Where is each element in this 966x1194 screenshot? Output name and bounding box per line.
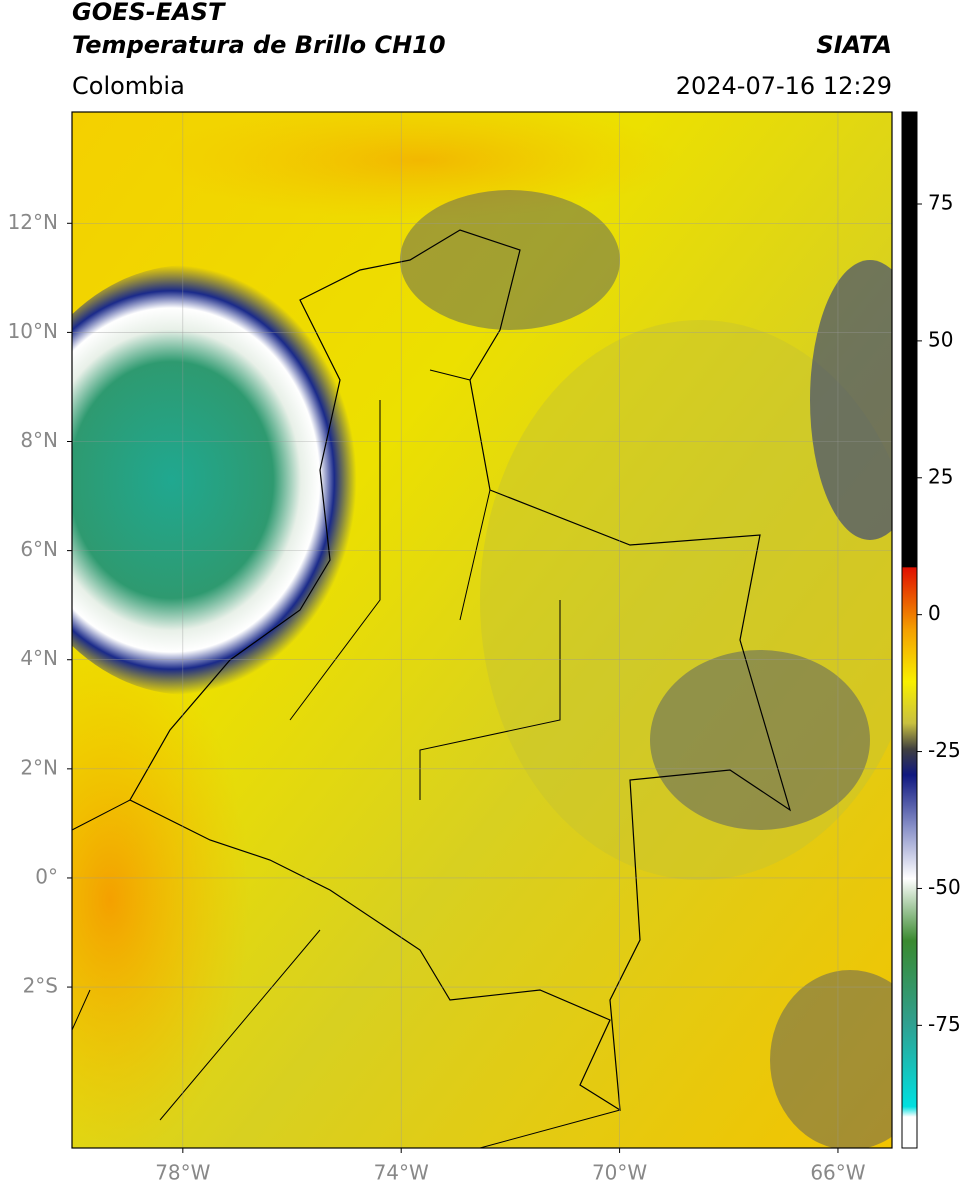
region: Colombia	[72, 72, 185, 100]
x-tick-label: 78°W	[155, 1161, 210, 1185]
y-tick-label: 8°N	[20, 428, 58, 452]
colorbar	[901, 111, 918, 1149]
y-tick-label: 12°N	[8, 210, 58, 234]
y-tick-label: 0°	[35, 864, 58, 888]
colorbar-tick-label: -50	[928, 875, 961, 899]
colorbar-tick-label: 50	[928, 327, 953, 351]
y-tick-label: 2°S	[23, 974, 58, 998]
colorbar-tick-label: -75	[928, 1012, 961, 1036]
y-tick-label: 10°N	[8, 319, 58, 343]
title: GOES-EAST	[72, 0, 226, 26]
colorbar-tick-label: 75	[928, 190, 953, 214]
y-tick-label: 6°N	[20, 537, 58, 561]
x-tick-label: 66°W	[810, 1161, 865, 1185]
subtitle: Temperatura de Brillo CH10	[72, 31, 446, 59]
colorbar-tick-label: -25	[928, 738, 961, 762]
colorbar-tick-label: 25	[928, 464, 953, 488]
datetime: 2024-07-16 12:29	[676, 72, 892, 100]
map-image	[72, 112, 892, 1148]
grid	[72, 112, 892, 1148]
x-tick-label: 74°W	[374, 1161, 429, 1185]
map-frame	[71, 111, 893, 1149]
y-tick-label: 2°N	[20, 755, 58, 779]
x-tick-label: 70°W	[592, 1161, 647, 1185]
source: SIATA	[816, 31, 892, 59]
colorbar-tick-label: 0	[928, 601, 941, 625]
y-tick-label: 4°N	[20, 646, 58, 670]
